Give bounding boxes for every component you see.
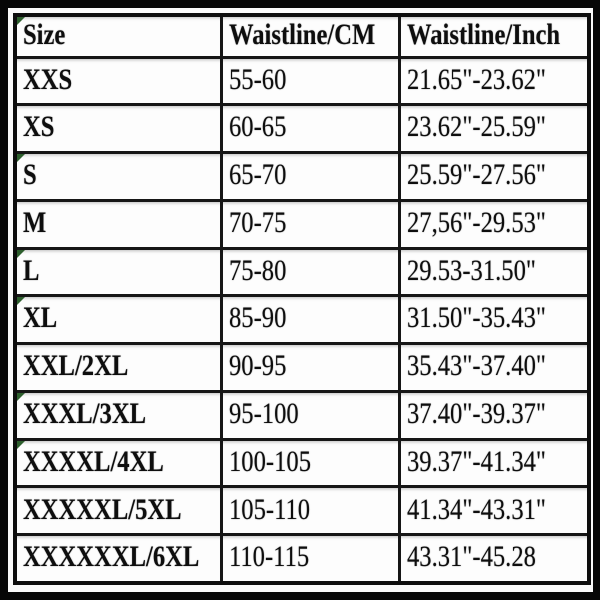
inch-cell: 39.37"-41.34" [397, 437, 591, 489]
table-row: S 65-70 25.59"-27.56" [13, 151, 591, 202]
inch-cell-text: 31.50"-35.43" [406, 301, 546, 335]
cm-cell-text: 95-100 [228, 396, 299, 430]
inch-cell: 43.31"-45.28 [397, 533, 591, 585]
cm-cell-text: 85-90 [228, 301, 286, 335]
size-cell-text: XXL/2XL [23, 349, 129, 383]
size-cell: S [13, 151, 223, 202]
size-chart-table: Size Waistline/CM Waistline/Inch XXS 55-6… [13, 13, 591, 585]
cm-cell: 55-60 [219, 55, 401, 107]
inch-cell-text: 39.37"-41.34" [406, 444, 546, 478]
inch-cell-text: 37.40"-39.37" [406, 396, 546, 430]
table-body: XXS 55-60 21.65"-23.62" XS 60-65 23.62"-25.59… [13, 55, 591, 585]
table-row: XXXXXL/5XL 105-110 41.34"-43.31" [13, 485, 591, 537]
cm-cell: 105-110 [219, 485, 401, 537]
size-cell: XS [13, 103, 223, 155]
size-cell: L [13, 246, 223, 298]
cm-cell-text: 60-65 [228, 110, 286, 144]
cm-cell: 100-105 [219, 437, 401, 489]
header-cell-waistline-inch: Waistline/Inch [397, 13, 591, 59]
size-cell: XXXXL/4XL [13, 437, 223, 489]
size-cell-text: XXXXL/4XL [23, 444, 164, 478]
cm-cell: 65-70 [219, 151, 401, 202]
cm-cell-text: 100-105 [228, 444, 311, 478]
table-row: XXXXXXL/6XL 110-115 43.31"-45.28 [13, 533, 591, 585]
inch-cell: 29.53-31.50" [397, 246, 591, 298]
cm-cell-text: 75-80 [228, 253, 286, 287]
inch-cell: 35.43"-37.40" [397, 342, 591, 393]
header-cell-size: Size [13, 13, 223, 59]
table-row: XXXXL/4XL 100-105 39.37"-41.34" [13, 437, 591, 489]
table-row: M 70-75 27,56"-29.53" [13, 198, 591, 250]
inch-cell-text: 41.34"-43.31" [406, 492, 546, 526]
size-cell-text: XXXL/3XL [23, 396, 147, 430]
table-row: XXXL/3XL 95-100 37.40"-39.37" [13, 389, 591, 441]
cm-cell-text: 70-75 [228, 205, 286, 239]
cm-cell: 75-80 [219, 246, 401, 298]
size-cell-text: L [23, 253, 40, 287]
table-row: L 75-80 29.53-31.50" [13, 246, 591, 298]
cm-cell: 95-100 [219, 389, 401, 441]
cm-cell: 90-95 [219, 342, 401, 393]
size-cell-text: XXXXXL/5XL [23, 492, 182, 526]
inch-cell: 25.59"-27.56" [397, 151, 591, 202]
inch-cell-text: 25.59"-27.56" [406, 158, 546, 192]
size-cell-text: XS [23, 110, 55, 144]
table-row: XS 60-65 23.62"-25.59" [13, 103, 591, 155]
inch-cell: 31.50"-35.43" [397, 294, 591, 346]
cm-cell-text: 105-110 [228, 492, 310, 526]
size-cell: M [13, 198, 223, 250]
size-chart-panel: Size Waistline/CM Waistline/Inch XXS 55-6… [8, 8, 593, 592]
inch-cell: 41.34"-43.31" [397, 485, 591, 537]
cm-cell: 85-90 [219, 294, 401, 346]
inch-cell-text: 29.53-31.50" [406, 253, 536, 287]
size-cell: XXXXXXL/6XL [13, 533, 223, 585]
size-cell-text: S [23, 158, 37, 192]
header-row: Size Waistline/CM Waistline/Inch [13, 13, 591, 59]
size-cell-text: XXXXXXL/6XL [23, 540, 200, 574]
header-cell-waistline-cm: Waistline/CM [219, 13, 401, 59]
cm-cell-text: 55-60 [228, 62, 286, 96]
size-cell: XXS [13, 55, 223, 107]
cell-marker-icon [18, 251, 25, 258]
cell-marker-icon [18, 18, 25, 25]
cm-cell-text: 90-95 [228, 349, 286, 383]
inch-cell-text: 23.62"-25.59" [406, 110, 546, 144]
cell-marker-icon [18, 394, 25, 401]
inch-cell: 27,56"-29.53" [397, 198, 591, 250]
cell-marker-icon [18, 442, 25, 449]
size-cell: XXXL/3XL [13, 389, 223, 441]
inch-cell: 23.62"-25.59" [397, 103, 591, 155]
cm-cell: 110-115 [219, 533, 401, 585]
header-label-waistline-inch: Waistline/Inch [406, 18, 560, 51]
size-cell-text: XXS [23, 62, 73, 96]
cm-cell-text: 65-70 [228, 158, 286, 192]
table-row: XXL/2XL 90-95 35.43"-37.40" [13, 342, 591, 393]
inch-cell-text: 35.43"-37.40" [406, 349, 546, 383]
cell-marker-icon [18, 155, 25, 163]
table-row: XL 85-90 31.50"-35.43" [13, 294, 591, 346]
header-label-waistline-cm: Waistline/CM [228, 18, 375, 51]
inch-cell-text: 21.65"-23.62" [406, 62, 546, 96]
inch-cell: 37.40"-39.37" [397, 389, 591, 441]
inch-cell-text: 43.31"-45.28 [406, 540, 536, 574]
size-cell-text: M [23, 205, 47, 239]
size-cell: XXXXXL/5XL [13, 485, 223, 537]
header-label-size: Size [23, 18, 66, 51]
cm-cell: 60-65 [219, 103, 401, 155]
table-row: XXS 55-60 21.65"-23.62" [13, 55, 591, 107]
size-cell: XL [13, 294, 223, 346]
inch-cell: 21.65"-23.62" [397, 55, 591, 107]
cell-marker-icon [18, 298, 25, 306]
inch-cell-text: 27,56"-29.53" [406, 205, 546, 239]
size-cell: XXL/2XL [13, 342, 223, 393]
cm-cell: 70-75 [219, 198, 401, 250]
cm-cell-text: 110-115 [228, 540, 309, 574]
size-cell-text: XL [23, 301, 58, 335]
